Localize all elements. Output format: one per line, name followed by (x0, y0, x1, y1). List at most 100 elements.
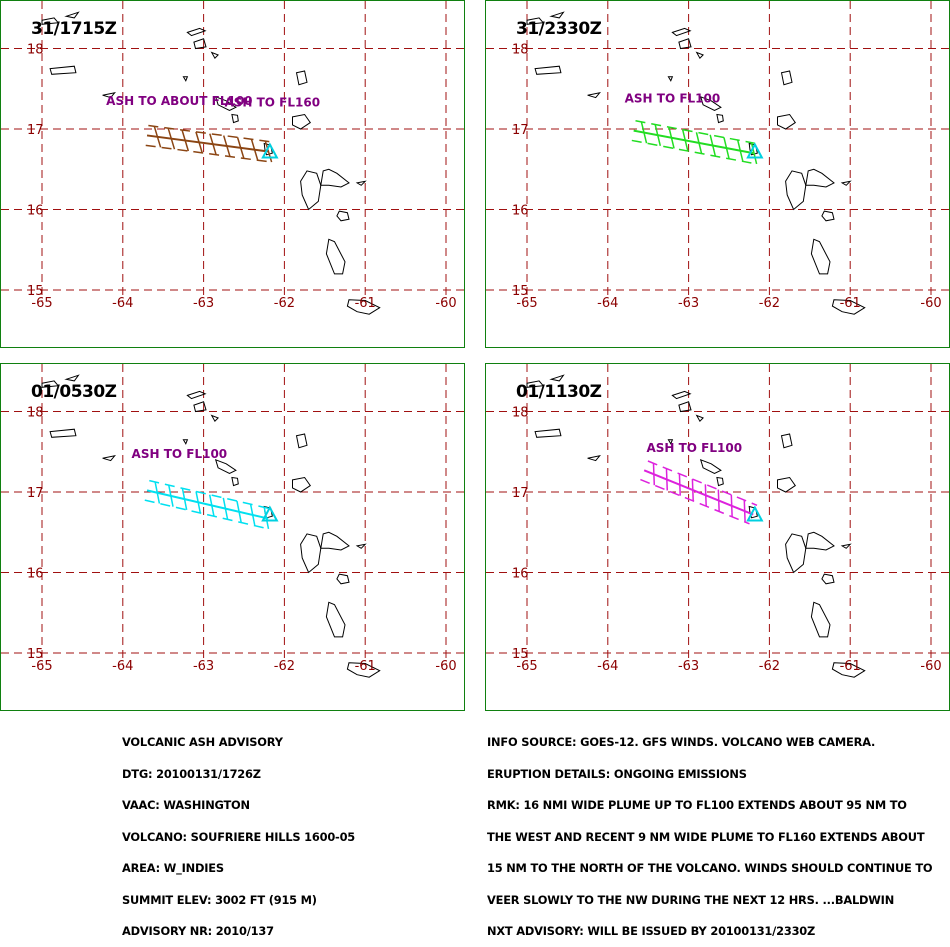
panel-time-label: 01/1130Z (516, 382, 602, 402)
lat-label: 15 (512, 284, 529, 299)
lon-label: -60 (920, 296, 941, 311)
island-nevis (716, 113, 724, 124)
plume-hatch (691, 479, 694, 501)
island-antigua (292, 476, 312, 493)
coastline (526, 374, 866, 678)
advisory-line: DTG: 20100131/1726Z (122, 766, 261, 781)
plume-hatch (264, 140, 273, 163)
island-martinique-north (831, 299, 866, 315)
lon-label: -61 (355, 296, 376, 311)
island-st-kitts (699, 458, 722, 475)
advisory-line: NXT ADVISORY: WILL BE ISSUED BY 20100131… (487, 924, 816, 938)
lon-label: -64 (112, 659, 133, 674)
island-anguilla (186, 390, 207, 400)
lon-label: -65 (31, 296, 52, 311)
island-marie-galante (821, 210, 835, 222)
lat-label: 18 (27, 43, 44, 58)
plume-hatch (167, 127, 176, 150)
plume-hatch (678, 473, 681, 496)
island-dominica (325, 601, 346, 638)
advisory-line: INFO SOURCE: GOES-12. GFS WINDS. VOLCANO… (487, 735, 876, 749)
plume-hatch (250, 139, 259, 161)
island-guadeloupe-basse-terre (785, 170, 807, 211)
lon-label: -60 (435, 296, 456, 311)
ash-altitude-label: ASH TO FL100 (132, 447, 228, 461)
island-small-west (587, 455, 601, 462)
plume-hatch (195, 491, 202, 514)
plume-axis (643, 469, 754, 516)
lat-label: 18 (512, 406, 529, 421)
lon-label: -61 (355, 659, 376, 674)
lon-label: -64 (112, 296, 133, 311)
plume-axis (146, 134, 269, 153)
panel-time-label: 31/1715Z (31, 19, 117, 39)
lon-label: -63 (193, 296, 214, 311)
island-guadeloupe-grande-terre (320, 168, 350, 188)
forecast-panel-1: 18 17 16 15 -65 -64 -63 -62 -61 -60 ASH TO ABOUT F… (0, 0, 465, 348)
island-st-thomas (526, 380, 545, 388)
plume-hatch (743, 500, 746, 523)
island-marie-galante (336, 210, 350, 222)
plume-hatch (168, 485, 174, 507)
island-saba (182, 76, 189, 82)
lat-label: 15 (512, 647, 529, 662)
lon-label: -64 (597, 659, 618, 674)
island-antigua (777, 476, 797, 493)
advisory-line: AREA: W_INDIES (122, 861, 224, 875)
island-desirade (840, 180, 852, 186)
island-st-thomas (41, 17, 60, 25)
island-st-kitts (214, 458, 237, 475)
lat-label: 16 (512, 567, 529, 582)
island-antigua (292, 113, 312, 130)
island-small-west (102, 92, 116, 99)
lat-label: 15 (27, 647, 44, 662)
lon-label: -65 (31, 659, 52, 674)
island-st-barthelemy (210, 414, 219, 423)
lon-label: -65 (516, 296, 537, 311)
lon-label: -62 (274, 659, 295, 674)
island-barbuda (780, 70, 793, 86)
island-dominica (325, 238, 346, 275)
plume-axis (633, 129, 754, 155)
lat-label: 16 (27, 204, 44, 219)
island-st-croix (49, 65, 77, 75)
advisory-line: ERUPTION DETAILS: ONGOING EMISSIONS (487, 766, 747, 781)
island-small-west (587, 92, 601, 99)
lon-label: -61 (840, 296, 861, 311)
plume-hatch (730, 494, 733, 517)
lon-label: -63 (678, 659, 699, 674)
advisory-line: VAAC: WASHINGTON (122, 798, 250, 812)
island-st-croix (534, 428, 562, 438)
ash-altitude-label: ASH TO FL100 (625, 91, 721, 105)
ash-plume (631, 120, 758, 165)
panel-time-label: 31/2330Z (516, 19, 602, 39)
advisory-line: VEER SLOWLY TO THE NW DURING THE NEXT 12… (487, 892, 895, 907)
island-small-west (102, 455, 116, 462)
lat-label: 18 (27, 406, 44, 421)
plume-hatch (750, 142, 758, 165)
plume-hatch (236, 137, 245, 159)
lat-lon-grid (1, 364, 464, 664)
lon-label: -65 (516, 659, 537, 674)
plume-hatch (195, 131, 203, 154)
coastline (526, 11, 866, 315)
lat-label: 15 (27, 284, 44, 299)
island-anguilla (671, 390, 692, 400)
plume-edge (635, 120, 756, 145)
island-st-martin (193, 401, 207, 413)
island-guadeloupe-basse-terre (300, 533, 322, 574)
lon-label: -61 (840, 659, 861, 674)
lat-label: 18 (512, 43, 529, 58)
island-bvi (64, 11, 80, 19)
ash-altitude-label: ASH TO FL160 (224, 95, 320, 109)
island-anguilla (671, 27, 692, 37)
island-st-martin (193, 38, 207, 50)
island-martinique-north (831, 662, 866, 678)
lon-label: -60 (920, 659, 941, 674)
plume-axis (146, 489, 269, 520)
plume-hatch (236, 500, 242, 523)
plume-hatch (209, 133, 217, 155)
island-martinique-north (346, 299, 381, 315)
island-barbuda (295, 433, 308, 449)
island-guadeloupe-basse-terre (785, 533, 807, 574)
